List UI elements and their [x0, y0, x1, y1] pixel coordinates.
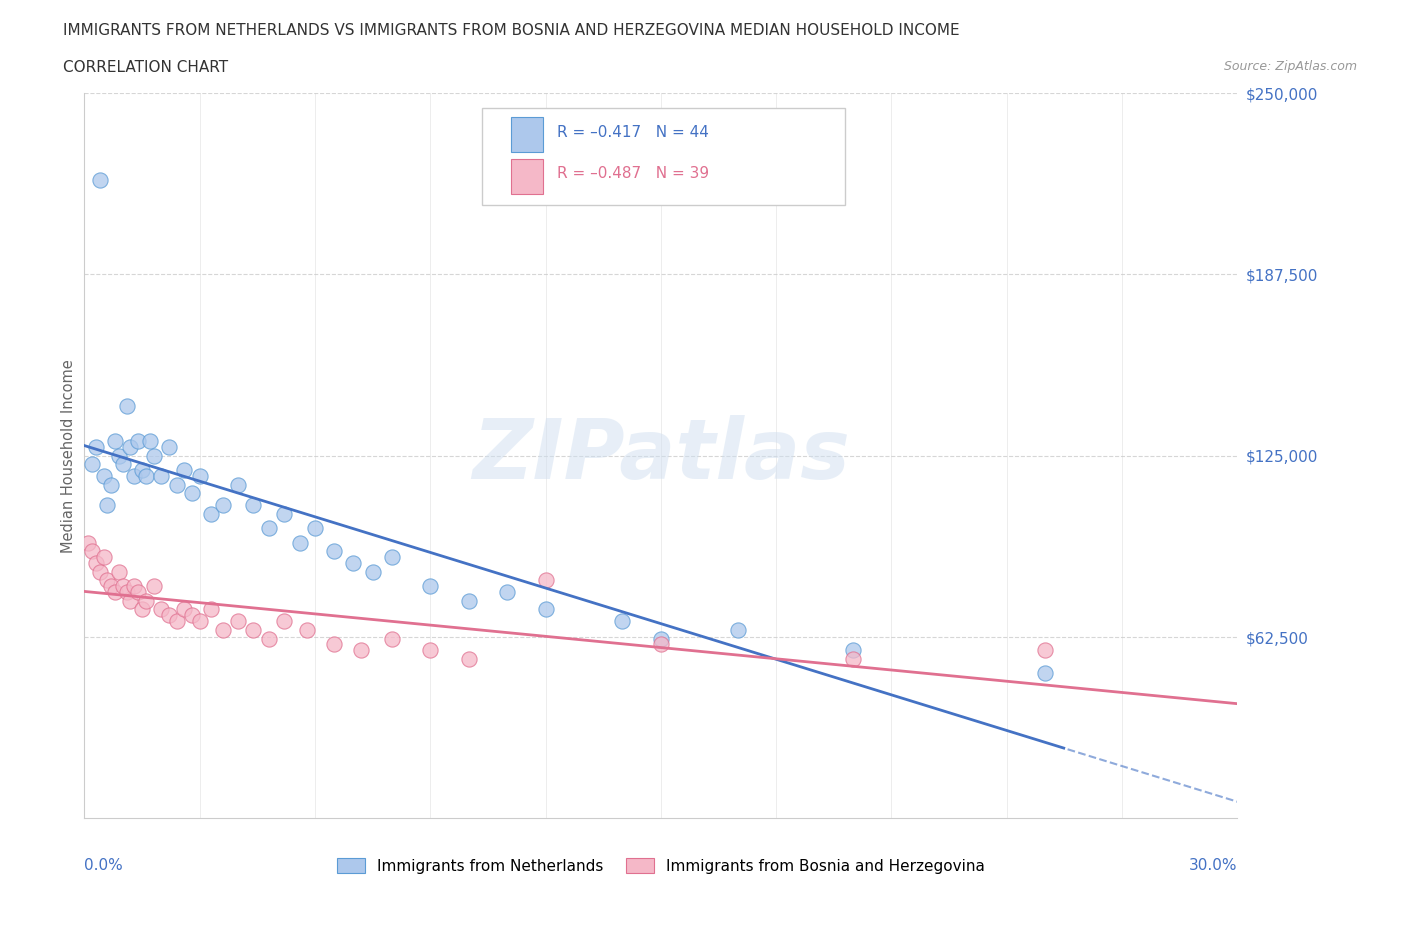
Point [842, 643, 865, 658]
Point [104, 433, 127, 448]
Point [342, 555, 364, 570]
FancyBboxPatch shape [510, 159, 543, 194]
Point [135, 469, 157, 484]
Point [288, 536, 311, 551]
Point [200, 506, 222, 521]
Point [242, 498, 264, 512]
Point [131, 463, 153, 478]
Text: R = –0.487   N = 39: R = –0.487 N = 39 [557, 166, 709, 181]
Point [127, 585, 149, 600]
Point [419, 643, 441, 658]
Point [173, 602, 195, 617]
Point [80, 544, 103, 559]
Point [226, 614, 249, 629]
Point [115, 399, 138, 414]
Text: IMMIGRANTS FROM NETHERLANDS VS IMMIGRANTS FROM BOSNIA AND HERZEGOVINA MEDIAN HOU: IMMIGRANTS FROM NETHERLANDS VS IMMIGRANT… [63, 23, 960, 38]
Point [166, 477, 188, 492]
Point [84, 440, 107, 455]
Y-axis label: Median Household Income: Median Household Income [60, 359, 76, 552]
Text: R = –0.417   N = 44: R = –0.417 N = 44 [557, 125, 709, 140]
Point [457, 593, 479, 608]
Point [100, 477, 122, 492]
Text: ZIPatlas: ZIPatlas [472, 415, 849, 497]
Point [419, 578, 441, 593]
Point [188, 614, 211, 629]
Point [257, 521, 280, 536]
Point [211, 622, 233, 637]
Point [111, 578, 134, 593]
Point [142, 578, 165, 593]
Text: Source: ZipAtlas.com: Source: ZipAtlas.com [1223, 60, 1357, 73]
Text: CORRELATION CHART: CORRELATION CHART [63, 60, 228, 75]
Legend: Immigrants from Netherlands, Immigrants from Bosnia and Herzegovina: Immigrants from Netherlands, Immigrants … [330, 852, 991, 880]
Point [120, 440, 142, 455]
Point [534, 602, 557, 617]
Point [127, 433, 149, 448]
Point [93, 550, 115, 565]
Point [323, 544, 346, 559]
Point [84, 555, 107, 570]
Point [100, 578, 122, 593]
Point [120, 593, 142, 608]
Point [650, 631, 672, 646]
Point [96, 498, 118, 512]
Point [96, 573, 118, 588]
Point [297, 622, 319, 637]
Point [124, 469, 146, 484]
Point [89, 565, 111, 579]
Point [381, 550, 404, 565]
Point [842, 651, 865, 666]
Point [273, 506, 295, 521]
Point [381, 631, 404, 646]
Point [89, 173, 111, 188]
Point [166, 614, 188, 629]
Point [211, 498, 233, 512]
Point [242, 622, 264, 637]
Point [93, 469, 115, 484]
Point [138, 433, 160, 448]
Point [361, 565, 384, 579]
Point [304, 521, 326, 536]
Point [181, 486, 204, 501]
Point [257, 631, 280, 646]
Point [124, 578, 146, 593]
Point [496, 585, 519, 600]
Point [157, 608, 180, 623]
Point [727, 622, 749, 637]
Point [77, 536, 100, 551]
Point [142, 448, 165, 463]
Point [131, 602, 153, 617]
Point [173, 463, 195, 478]
Point [108, 448, 131, 463]
Point [104, 585, 127, 600]
Point [323, 637, 346, 652]
Point [188, 469, 211, 484]
Point [226, 477, 249, 492]
Point [108, 565, 131, 579]
Point [111, 457, 134, 472]
Point [650, 637, 672, 652]
Point [1033, 666, 1056, 681]
Point [157, 440, 180, 455]
Point [612, 614, 634, 629]
Point [1033, 643, 1056, 658]
Point [150, 469, 173, 484]
FancyBboxPatch shape [510, 117, 543, 153]
Point [457, 651, 479, 666]
Point [181, 608, 204, 623]
Point [150, 602, 173, 617]
Point [115, 585, 138, 600]
FancyBboxPatch shape [482, 108, 845, 206]
Point [135, 593, 157, 608]
Point [350, 643, 373, 658]
Point [534, 573, 557, 588]
Point [273, 614, 295, 629]
Text: 30.0%: 30.0% [1189, 858, 1237, 873]
Point [80, 457, 103, 472]
Text: 0.0%: 0.0% [84, 858, 124, 873]
Point [200, 602, 222, 617]
